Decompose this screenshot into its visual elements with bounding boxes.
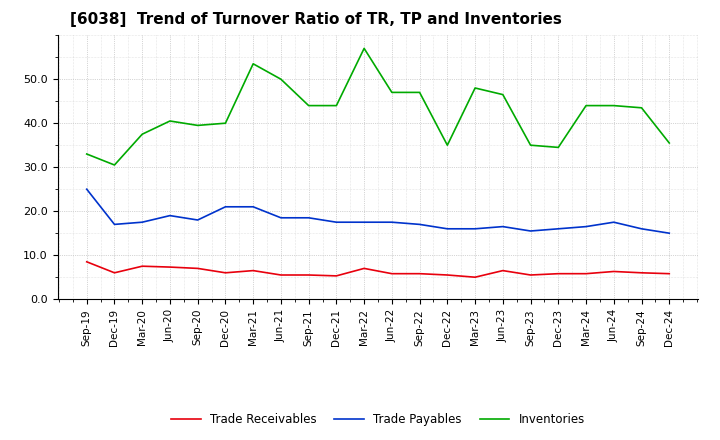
Inventories [221,121,230,126]
Trade Receivables [194,266,202,271]
Inventories [498,92,507,97]
Trade Payables [332,220,341,225]
Legend: Trade Receivables, Trade Payables, Inventories: Trade Receivables, Trade Payables, Inven… [166,408,590,431]
Trade Receivables [443,272,451,278]
Trade Payables [82,187,91,192]
Trade Payables [415,222,424,227]
Line: Trade Receivables: Trade Receivables [86,262,670,277]
Inventories [110,162,119,168]
Inventories [665,140,674,146]
Text: [6038]  Trend of Turnover Ratio of TR, TP and Inventories: [6038] Trend of Turnover Ratio of TR, TP… [71,12,562,27]
Trade Receivables [249,268,258,273]
Line: Trade Payables: Trade Payables [86,189,670,233]
Inventories [554,145,562,150]
Inventories [526,143,535,148]
Line: Inventories: Inventories [86,48,670,165]
Trade Receivables [498,268,507,273]
Inventories [471,85,480,91]
Trade Receivables [138,264,147,269]
Trade Payables [498,224,507,229]
Trade Payables [249,204,258,209]
Inventories [360,46,369,51]
Trade Payables [138,220,147,225]
Trade Payables [360,220,369,225]
Inventories [249,61,258,66]
Trade Receivables [637,270,646,275]
Inventories [582,103,590,108]
Trade Receivables [526,272,535,278]
Trade Payables [443,226,451,231]
Trade Receivables [582,271,590,276]
Trade Receivables [305,272,313,278]
Inventories [637,105,646,110]
Trade Receivables [360,266,369,271]
Trade Payables [387,220,396,225]
Trade Receivables [471,275,480,280]
Trade Payables [665,231,674,236]
Trade Receivables [82,259,91,264]
Trade Payables [166,213,174,218]
Trade Payables [526,228,535,234]
Trade Receivables [554,271,562,276]
Trade Payables [471,226,480,231]
Trade Receivables [166,264,174,270]
Trade Receivables [332,273,341,279]
Inventories [387,90,396,95]
Trade Payables [110,222,119,227]
Inventories [415,90,424,95]
Inventories [305,103,313,108]
Inventories [443,143,451,148]
Trade Payables [637,226,646,231]
Trade Receivables [609,269,618,274]
Trade Payables [554,226,562,231]
Trade Receivables [110,270,119,275]
Trade Payables [194,217,202,223]
Trade Receivables [665,271,674,276]
Trade Receivables [221,270,230,275]
Trade Payables [221,204,230,209]
Trade Receivables [276,272,285,278]
Inventories [138,132,147,137]
Inventories [609,103,618,108]
Trade Payables [305,215,313,220]
Inventories [166,118,174,124]
Inventories [194,123,202,128]
Trade Receivables [415,271,424,276]
Inventories [276,77,285,82]
Inventories [332,103,341,108]
Inventories [82,151,91,157]
Trade Payables [609,220,618,225]
Trade Receivables [387,271,396,276]
Trade Payables [276,215,285,220]
Trade Payables [582,224,590,229]
